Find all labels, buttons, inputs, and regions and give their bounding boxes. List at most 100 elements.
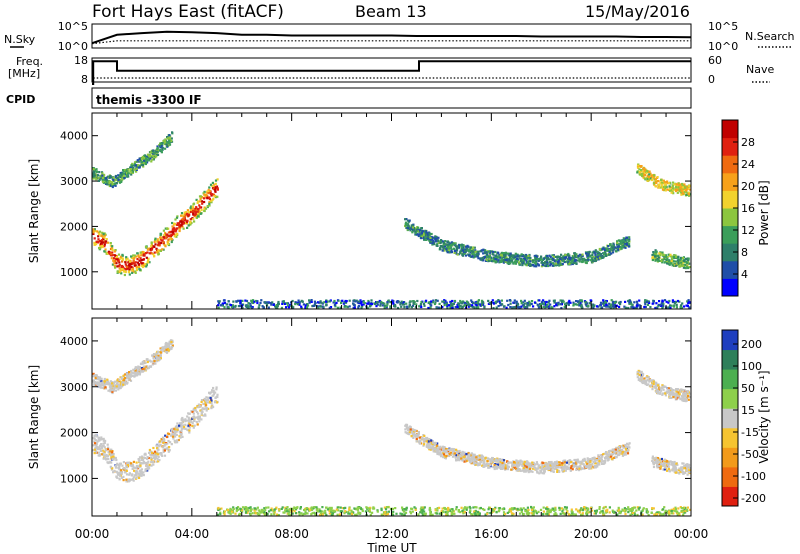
scatter-cell bbox=[608, 250, 611, 253]
scatter-cell bbox=[132, 368, 135, 371]
scatter-cell bbox=[454, 306, 457, 309]
scatter-cell bbox=[151, 354, 154, 357]
scatter-cell bbox=[110, 246, 113, 250]
scatter-cell bbox=[117, 385, 120, 389]
scatter-cell bbox=[431, 243, 434, 246]
scatter-cell bbox=[586, 302, 589, 305]
scatter-cell bbox=[444, 240, 447, 243]
scatter-cell bbox=[441, 249, 444, 252]
scatter-cell bbox=[112, 455, 115, 458]
scatter-cell bbox=[577, 256, 580, 259]
scatter-cell bbox=[479, 304, 482, 307]
scatter-cell bbox=[106, 252, 109, 255]
scatter-cell bbox=[205, 194, 208, 197]
scatter-cell bbox=[142, 157, 146, 160]
scatter-cell bbox=[675, 301, 678, 304]
scatter-cell bbox=[139, 464, 142, 467]
scatter-cell bbox=[109, 380, 112, 383]
scatter-cell bbox=[135, 461, 138, 464]
scatter-cell bbox=[686, 305, 689, 308]
scatter-cell bbox=[144, 263, 147, 266]
scatter-cell bbox=[565, 302, 568, 305]
scatter-cell bbox=[317, 301, 320, 304]
scatter-cell bbox=[676, 299, 679, 303]
scatter-cell bbox=[95, 451, 99, 454]
scatter-cell bbox=[162, 241, 165, 244]
scatter-cell bbox=[528, 300, 531, 303]
scatter-cell bbox=[521, 264, 524, 267]
scatter-cell bbox=[480, 299, 484, 302]
scatter-cell bbox=[144, 252, 148, 255]
scatter-cell bbox=[462, 300, 465, 304]
scatter-cell bbox=[610, 245, 613, 248]
scatter-cell bbox=[546, 263, 549, 266]
scatter-cell bbox=[156, 249, 159, 252]
scatter-cell bbox=[527, 260, 530, 263]
scatter-cell bbox=[424, 233, 428, 236]
scatter-cell bbox=[139, 462, 142, 465]
scatter-cell bbox=[300, 299, 303, 302]
scatter-cell bbox=[341, 299, 344, 302]
scatter-cell bbox=[168, 134, 171, 137]
scatter-cell bbox=[182, 427, 185, 430]
scatter-cell bbox=[445, 248, 448, 251]
scatter-cell bbox=[100, 241, 103, 244]
scatter-cell bbox=[449, 306, 452, 309]
scatter-cell bbox=[158, 249, 161, 252]
scatter-cell bbox=[375, 301, 379, 304]
scatter-cell bbox=[155, 247, 158, 250]
scatter-cell bbox=[417, 234, 420, 238]
scatter-cell bbox=[684, 471, 687, 474]
scatter-cell bbox=[117, 472, 120, 475]
scatter-cell bbox=[286, 304, 290, 307]
scatter-cell bbox=[413, 229, 416, 232]
scatter-cell bbox=[605, 247, 608, 250]
scatter-cell bbox=[660, 185, 663, 188]
scatter-cell bbox=[629, 300, 632, 303]
scatter-cell bbox=[554, 262, 558, 265]
scatter-cell bbox=[467, 305, 470, 308]
scatter-cell bbox=[453, 251, 456, 254]
scatter-cell bbox=[159, 443, 162, 447]
scatter-cell bbox=[497, 299, 500, 302]
scatter-cell bbox=[392, 302, 395, 305]
scatter-cell bbox=[389, 307, 392, 310]
scatter-cell bbox=[120, 266, 123, 269]
scatter-cell bbox=[357, 306, 360, 309]
scatter-cell bbox=[152, 456, 155, 459]
scatter-cell bbox=[161, 436, 165, 439]
scatter-cell bbox=[210, 402, 213, 405]
scatter-cell bbox=[92, 173, 95, 176]
scatter-cell bbox=[488, 251, 491, 254]
scatter-cell bbox=[652, 255, 655, 259]
scatter-cell bbox=[184, 420, 187, 423]
scatter-cell bbox=[165, 435, 168, 439]
scatter-cell bbox=[546, 257, 549, 261]
scatter-cell bbox=[244, 299, 247, 302]
scatter-cell bbox=[205, 409, 208, 412]
scatter-cell bbox=[117, 265, 120, 268]
scatter-cell bbox=[205, 407, 208, 410]
scatter-cell bbox=[616, 248, 619, 251]
scatter-cell bbox=[175, 433, 178, 436]
scatter-cell bbox=[374, 302, 377, 306]
scatter-cell bbox=[192, 419, 195, 422]
scatter-cell bbox=[641, 172, 644, 175]
scatter-cell bbox=[485, 258, 488, 261]
scatter-cell bbox=[96, 378, 99, 381]
scatter-cell bbox=[688, 188, 691, 191]
scatter-cell bbox=[680, 193, 683, 196]
scatter-cell bbox=[468, 249, 471, 252]
scatter-cell bbox=[649, 306, 652, 309]
scatter-cell bbox=[102, 442, 105, 445]
beam-title: Beam 13 bbox=[355, 2, 427, 21]
scatter-cell bbox=[360, 303, 363, 306]
scatter-cell bbox=[101, 235, 104, 238]
scatter-cell bbox=[190, 420, 193, 424]
scatter-cell bbox=[150, 453, 153, 457]
scatter-cell bbox=[659, 465, 663, 468]
scatter-cell bbox=[509, 302, 512, 305]
scatter-cell bbox=[192, 207, 195, 210]
scatter-cell bbox=[145, 265, 148, 268]
scatter-cell bbox=[308, 301, 311, 304]
